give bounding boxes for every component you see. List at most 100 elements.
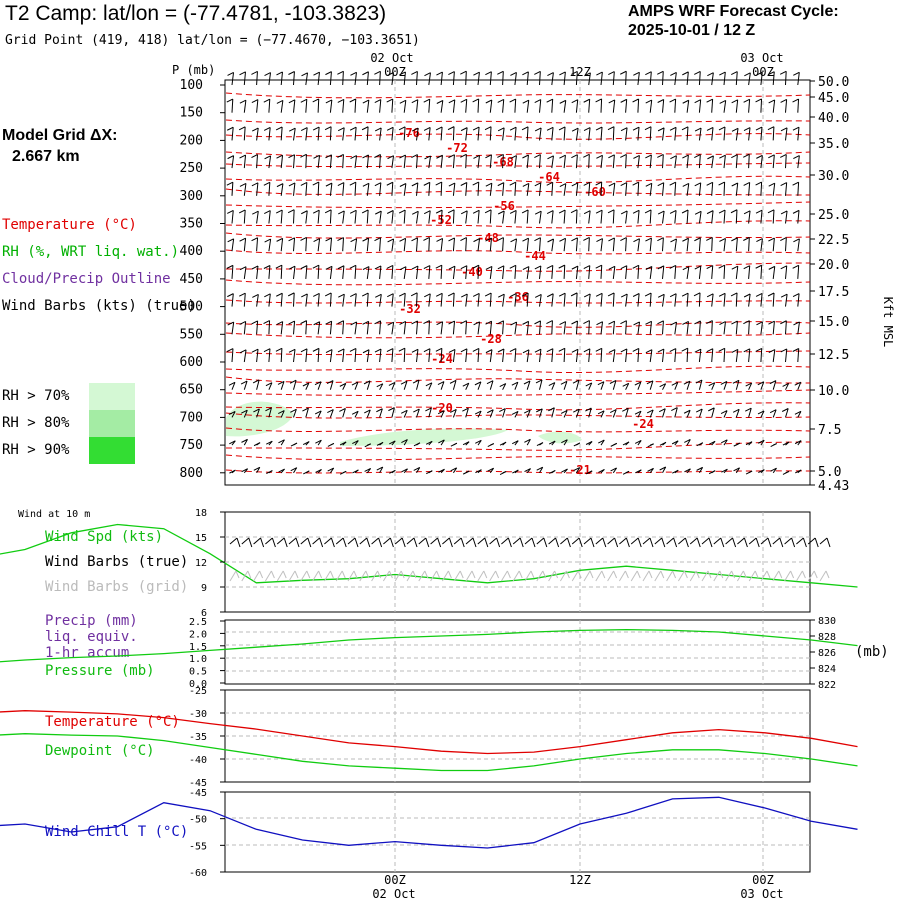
wind-barb-grid [536, 570, 547, 582]
pressure-tick-label: 700 [180, 410, 203, 425]
wind-barb [252, 294, 259, 307]
wind-barb [289, 379, 297, 390]
wind-barb [721, 468, 728, 474]
wind-barb-grid [264, 570, 275, 582]
wind-barb [475, 469, 482, 474]
wind-barb [571, 265, 579, 279]
wind-barb [534, 70, 541, 86]
wind-barb [706, 348, 714, 363]
windchill-panel-frame [224, 791, 811, 873]
y-tick-label: -60 [189, 868, 207, 879]
wind-barb [263, 320, 271, 335]
wind-barb [374, 182, 382, 196]
wind-barb-true [265, 537, 276, 548]
temperature-contour-label: -21 [569, 463, 591, 477]
wind-barb [632, 293, 640, 307]
wind-barb [546, 126, 554, 141]
wind-barb [448, 237, 455, 252]
wind-barb [290, 442, 298, 447]
page-title: T2 Camp: lat/lon = (-77.4781, -103.3823) [5, 2, 387, 25]
wind-barb [473, 238, 481, 252]
wind-barb [462, 407, 469, 418]
y-tick-label: -50 [189, 815, 207, 826]
wind-barb [731, 71, 738, 86]
wind-barb [583, 237, 590, 252]
wind-barb [755, 126, 763, 141]
wind-barb [337, 98, 345, 113]
wind-barb [337, 348, 345, 363]
wind-barb [485, 99, 493, 113]
wind-barb [226, 126, 234, 141]
hour-accum-label: 1-hr accum [45, 645, 130, 661]
wind-barb-true [819, 537, 831, 548]
wind-barb [681, 126, 689, 141]
wind-barb [302, 441, 310, 446]
y-tick-label: 1.5 [189, 642, 207, 653]
wind-barb [411, 237, 418, 252]
wind-barb [487, 443, 495, 448]
wind-barb [610, 467, 617, 474]
wind-barb [521, 126, 529, 141]
wind-barb [325, 99, 333, 113]
height-tick-label: 45.0 [818, 91, 849, 106]
wind-barb [522, 182, 530, 196]
wind-barb [472, 126, 480, 141]
model-grid-label: Model Grid ΔX: [2, 127, 118, 144]
wind-barb [793, 321, 800, 335]
wind-barb [362, 266, 370, 279]
wind-barb [313, 321, 321, 335]
wind-barb [364, 443, 372, 448]
wind-chill-line [0, 796, 858, 849]
wind-barb [792, 98, 800, 113]
wind-barb [694, 99, 702, 113]
wind-barb [264, 210, 271, 224]
temperature-contour [225, 376, 811, 384]
wind-barb [423, 98, 431, 113]
wind-barb [300, 320, 308, 335]
wind-barb [238, 126, 246, 141]
y-tick-label: -45 [189, 778, 207, 789]
wind-barb [523, 380, 531, 390]
wind-barb [657, 182, 665, 196]
wind-barb [559, 154, 566, 169]
wind-barb [252, 127, 259, 141]
wind-barb [301, 210, 308, 224]
wind-barb [780, 182, 788, 196]
wind-barb [400, 380, 408, 390]
wind-barb [511, 440, 519, 446]
wind-barb [425, 440, 433, 446]
wind-barb-grid [807, 570, 818, 582]
temperature-contour [225, 321, 811, 328]
wind-barb [338, 210, 345, 224]
wind-barb [498, 293, 505, 307]
wind-barb [706, 210, 714, 224]
wind-barb [438, 439, 445, 446]
wind-barb-grid [312, 570, 323, 582]
wind-barb [288, 71, 295, 86]
wind-barb [558, 292, 566, 307]
wind-barb [401, 468, 408, 474]
wind-barb-true [678, 537, 689, 548]
wind-barb [374, 154, 381, 169]
wind-barb [509, 98, 517, 113]
wind-barb [585, 382, 593, 390]
wind-barb [708, 440, 716, 446]
pressure-tick-label: 100 [180, 78, 203, 93]
wind-barb [460, 265, 468, 279]
wind-barb [598, 468, 605, 474]
wind-barb [646, 380, 654, 390]
wind-barb-true [748, 537, 760, 548]
wind-barb [472, 209, 480, 224]
wind-barb-grid [748, 570, 759, 582]
wind-barb-true [737, 537, 748, 548]
wind-barb [620, 98, 628, 113]
wind-barb [251, 348, 259, 363]
wind-barb [596, 71, 603, 86]
wind-barb [362, 71, 369, 86]
temperature-contour [225, 469, 811, 474]
wind-barb [288, 265, 296, 279]
wind-barb [398, 292, 406, 307]
wind-barb [510, 321, 518, 335]
wind-barb [595, 181, 603, 196]
